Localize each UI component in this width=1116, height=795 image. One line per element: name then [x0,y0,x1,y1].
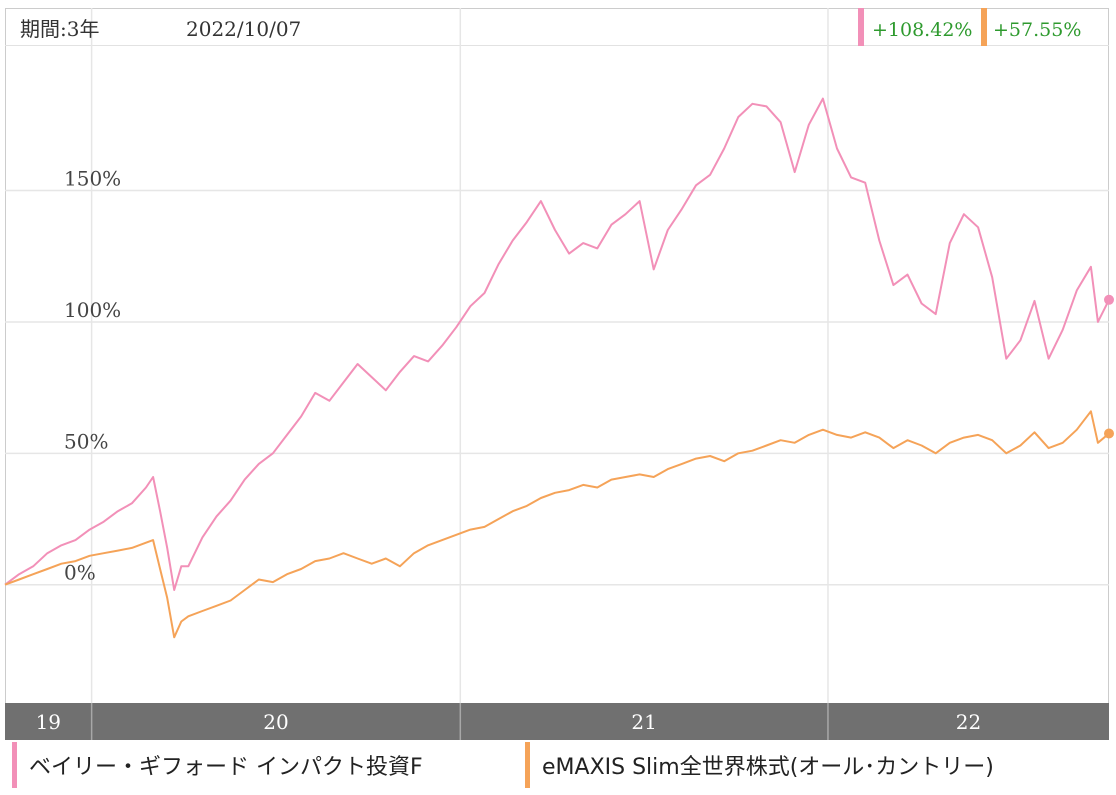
y-tick-label: 50% [64,429,108,453]
series-line-1 [4,97,1110,591]
fund2-legend-swatch [525,742,530,788]
fund1-return-swatch [858,8,864,46]
return-readout: +108.42% +57.55% [858,8,1081,46]
fund2-return-swatch [981,8,987,46]
fund2-legend-label: eMAXIS Slim全世界株式(オール･カントリー) [542,755,994,780]
x-tick-label: 20 [263,710,288,734]
series-endpoint-1 [1104,294,1114,305]
x-tick-label: 19 [36,710,61,734]
x-tick-label: 21 [631,710,656,734]
legend-item-fund2[interactable]: eMAXIS Slim全世界株式(オール･カントリー) [525,742,994,788]
as-of-date: 2022/10/07 [186,17,301,41]
series-endpoint-2 [1104,428,1114,439]
y-tick-label: 150% [64,167,121,191]
x-axis-background [5,703,1109,740]
performance-chart: 0% 50% 100% 150% 期間:3年 2022/10/07 +108.42% … [4,8,1114,740]
y-axis-labels: 0% 50% 100% 150% [64,167,121,585]
period-label: 期間:3年 [20,17,99,41]
x-axis-bar: 19 20 21 22 [5,703,1109,740]
y-tick-label: 0% [64,561,96,585]
fund1-legend-swatch [12,742,17,788]
y-tick-label: 100% [64,298,121,322]
fund1-return-value: +108.42% [872,19,972,41]
fund2-return-value: +57.55% [993,19,1081,41]
plot-frame [5,8,1109,704]
legend-item-fund1[interactable]: ベイリー・ギフォード インパクト投資F [12,742,423,788]
series-line-2 [4,410,1110,639]
series-lines [4,97,1114,639]
fund1-legend-label: ベイリー・ギフォード インパクト投資F [29,755,423,780]
x-tick-label: 22 [956,710,981,734]
grid-lines [5,8,1109,703]
